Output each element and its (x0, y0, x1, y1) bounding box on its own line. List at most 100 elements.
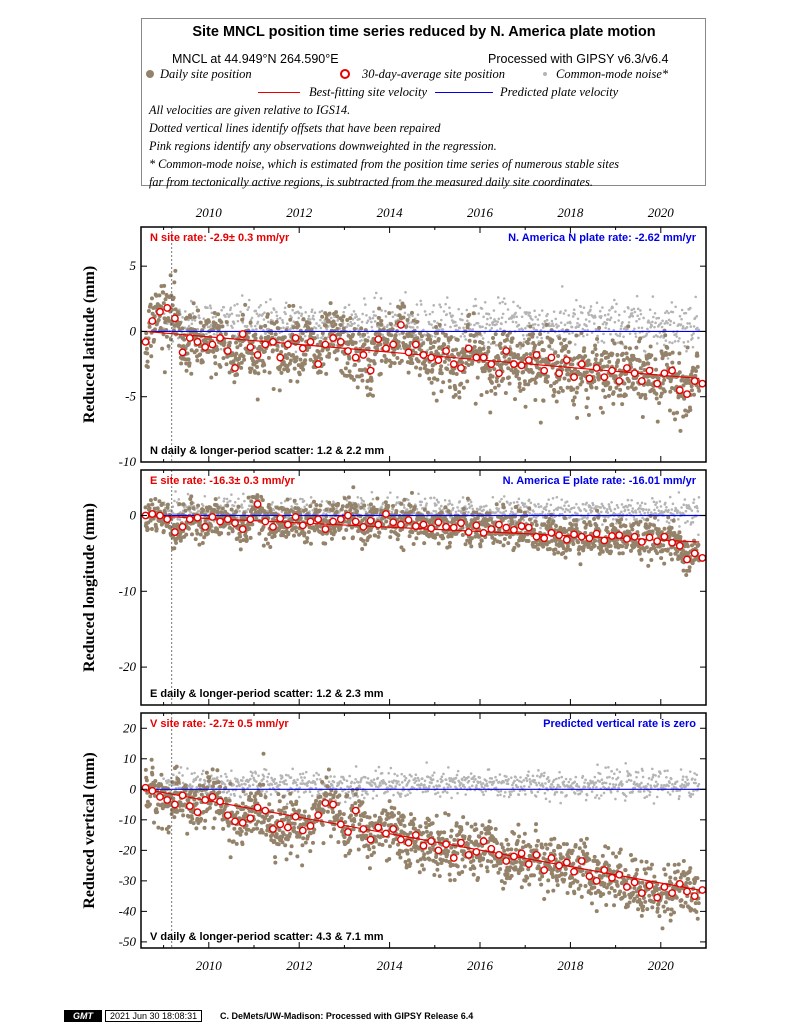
cm-noise-point (584, 318, 588, 321)
cm-noise-point (540, 512, 544, 516)
daily-point (184, 368, 189, 373)
daily-point (604, 350, 609, 355)
scatter-label: N daily & longer-period scatter: 1.2 & 2… (150, 445, 384, 457)
daily-point (328, 301, 333, 306)
daily-point (443, 332, 448, 337)
cm-noise-point (419, 299, 422, 303)
daily-point (671, 411, 676, 416)
cm-noise-point (253, 324, 257, 328)
cm-noise-point (379, 297, 383, 300)
cm-noise-point (416, 326, 419, 329)
daily-point (623, 393, 628, 398)
daily-point (303, 358, 308, 363)
cm-noise-point (551, 496, 555, 500)
daily-point (663, 333, 668, 338)
daily-point (670, 360, 675, 365)
daily-point (390, 504, 395, 509)
daily-point (230, 529, 235, 534)
daily-point (432, 339, 437, 344)
cm-noise-point (601, 322, 605, 326)
cm-noise-point (581, 327, 585, 331)
daily-point (292, 533, 297, 538)
cm-noise-point (663, 322, 667, 325)
cm-noise-point (280, 501, 283, 505)
cm-noise-point (381, 333, 385, 337)
cm-noise-point (208, 325, 212, 329)
daily-point (341, 326, 346, 331)
cm-noise-point (541, 326, 545, 329)
daily-point (153, 327, 158, 332)
cm-noise-point (491, 495, 495, 499)
cm-noise-point (537, 502, 540, 506)
cm-noise-point (697, 496, 701, 499)
daily-point (301, 317, 306, 322)
daily-point (411, 541, 416, 546)
daily-point (208, 523, 213, 528)
cm-noise-point (226, 323, 229, 327)
cm-noise-point (691, 336, 694, 340)
daily-point (159, 304, 164, 309)
x-tick-label-top: 2010 (196, 205, 223, 220)
daily-point (331, 319, 336, 324)
cm-noise-point (537, 505, 541, 509)
cm-noise-point (224, 315, 227, 318)
cm-noise-point (257, 306, 261, 309)
cm-noise-point (443, 323, 447, 327)
daily-point (349, 525, 354, 530)
cm-noise-point (254, 309, 258, 313)
cm-noise-point (366, 331, 369, 335)
daily-point (584, 405, 589, 410)
cm-noise-point (252, 328, 255, 332)
daily-point (184, 361, 189, 366)
cm-noise-point (517, 323, 521, 327)
daily-point (535, 360, 540, 365)
daily-point (430, 367, 435, 372)
avg30-point (427, 353, 436, 362)
daily-point (547, 546, 552, 551)
daily-point (509, 368, 514, 373)
daily-point (383, 500, 388, 505)
cm-noise-point (350, 313, 354, 317)
daily-point (400, 509, 405, 514)
cm-noise-point (360, 502, 363, 505)
cm-noise-point (219, 347, 223, 351)
daily-point (288, 317, 293, 322)
cm-noise-point (490, 326, 494, 330)
cm-noise-point (533, 309, 536, 313)
daily-point (327, 351, 332, 356)
avg30-point (585, 374, 594, 383)
daily-point (593, 346, 598, 351)
daily-point (521, 369, 526, 374)
daily-point (163, 318, 168, 323)
cm-noise-point (231, 326, 234, 329)
cm-noise-point (298, 332, 302, 336)
daily-point (542, 522, 547, 527)
daily-point (649, 353, 654, 358)
cm-noise-point (402, 503, 406, 507)
cm-noise-point (620, 503, 624, 506)
cm-noise-point (380, 309, 383, 312)
daily-point (554, 524, 559, 529)
cm-noise-point (291, 308, 294, 312)
cm-noise-point (478, 508, 482, 511)
cm-noise-point (516, 304, 520, 308)
cm-noise-point (618, 334, 622, 338)
cm-noise-point (275, 314, 279, 318)
x-tick-label-bottom: 2014 (377, 958, 404, 973)
cm-noise-point (373, 320, 377, 323)
daily-point (657, 401, 662, 406)
daily-point (397, 343, 402, 348)
cm-noise-point (517, 497, 521, 501)
daily-point (235, 372, 240, 377)
cm-noise-point (619, 332, 622, 335)
cm-noise-point (313, 311, 317, 315)
daily-point (327, 500, 332, 505)
daily-point (585, 396, 590, 401)
daily-point (194, 528, 199, 533)
daily-point (188, 315, 193, 320)
daily-point (425, 510, 430, 515)
daily-point (187, 361, 192, 366)
daily-point (621, 358, 626, 363)
avg30-point (269, 337, 277, 346)
daily-point (280, 343, 285, 348)
